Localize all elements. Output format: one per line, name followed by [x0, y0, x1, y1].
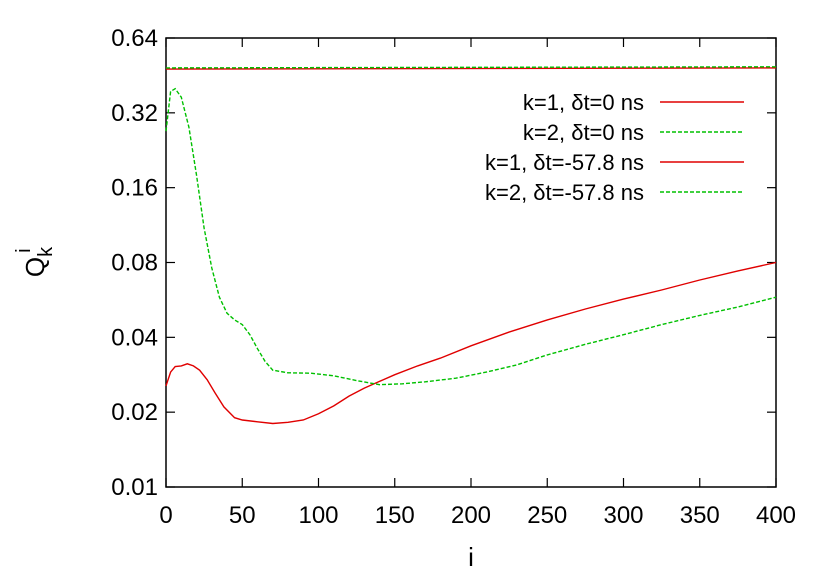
x-tick-label: 0 — [159, 502, 172, 529]
legend-entry-label: k=2, δt=-57.8 ns — [485, 180, 644, 205]
y-tick-label: 0.16 — [111, 175, 158, 202]
y-tick-label: 0.08 — [111, 250, 158, 277]
x-tick-label: 400 — [756, 502, 796, 529]
legend-entry-label: k=1, δt=-57.8 ns — [485, 150, 644, 175]
y-tick-label: 0.01 — [111, 474, 158, 501]
x-tick-label: 100 — [298, 502, 338, 529]
series-line-4 — [165, 87, 777, 386]
series-line-1 — [165, 67, 777, 70]
x-tick-label: 50 — [229, 502, 256, 529]
x-tick-label: 350 — [680, 502, 720, 529]
legend-entry-label: k=1, δt=0 ns — [523, 90, 644, 115]
y-axis-label-sub: k — [35, 246, 57, 257]
x-axis-label: i — [468, 542, 474, 572]
x-tick-label: 250 — [527, 502, 567, 529]
svg-text:Qki: Qki — [13, 246, 57, 277]
y-tick-label: 0.64 — [111, 25, 158, 52]
legend-entry-label: k=2, δt=0 ns — [523, 120, 644, 145]
plot-frame — [165, 37, 777, 488]
x-tick-label: 300 — [603, 502, 643, 529]
legend: k=1, δt=0 ns k=2, δt=0 ns k=1, δt=-57.8 ns… — [485, 90, 744, 205]
y-axis: 0.01 0.02 0.04 0.08 0.16 0.32 0.64 — [111, 25, 776, 501]
series-layer — [165, 66, 777, 425]
x-tick-label: 150 — [375, 502, 415, 529]
y-tick-label: 0.32 — [111, 100, 158, 127]
x-axis: 0 50 100 150 200 250 300 350 400 — [159, 38, 796, 529]
y-axis-label-main: Q — [20, 257, 50, 277]
y-axis-label: Qki — [13, 246, 57, 277]
y-axis-label-sup: i — [13, 248, 35, 252]
series-line-3 — [165, 261, 777, 425]
y-tick-label: 0.04 — [111, 324, 158, 351]
x-tick-label: 200 — [451, 502, 491, 529]
y-tick-label: 0.02 — [111, 399, 158, 426]
